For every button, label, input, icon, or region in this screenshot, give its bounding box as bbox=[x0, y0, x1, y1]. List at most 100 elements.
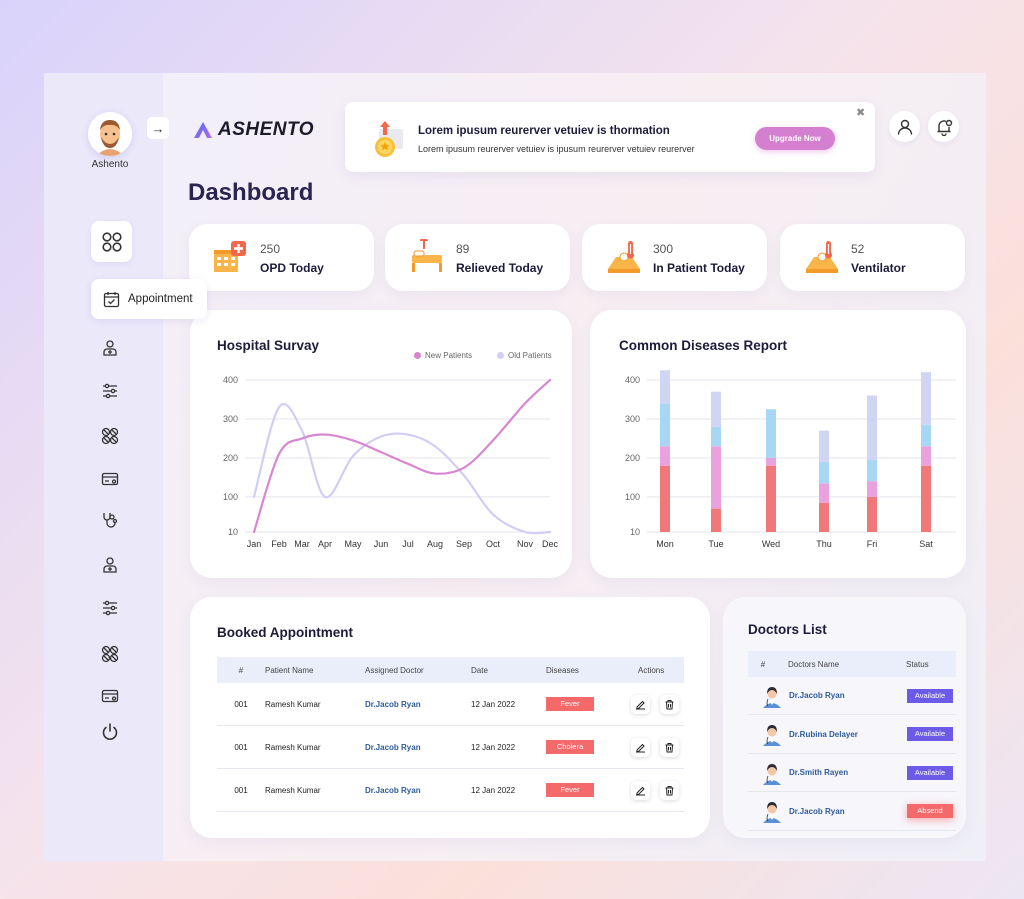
logo-text: ASHENTO bbox=[218, 119, 315, 140]
upgrade-button[interactable]: Upgrade Now bbox=[755, 127, 835, 150]
bar-segment bbox=[921, 465, 931, 532]
edit-button[interactable] bbox=[631, 780, 650, 800]
disease-badge: Cholera bbox=[546, 740, 594, 754]
doctor-avatar bbox=[763, 725, 781, 746]
sidebar-item-billing-2[interactable] bbox=[99, 685, 121, 707]
doctor-avatar bbox=[763, 686, 781, 708]
chart-title: Common Diseases Report bbox=[619, 338, 788, 353]
bar-segment bbox=[660, 403, 670, 447]
edit-button[interactable] bbox=[631, 694, 650, 714]
bar-segment bbox=[660, 465, 670, 532]
sidebar-item-settings[interactable] bbox=[99, 380, 121, 402]
bar-segment bbox=[766, 457, 776, 466]
doctor-row[interactable]: Dr.Smith Rayen Available bbox=[748, 754, 956, 792]
stat-value: 89 bbox=[456, 242, 470, 256]
sidebar-item-billing[interactable] bbox=[99, 468, 121, 490]
close-icon[interactable]: ✖ bbox=[856, 107, 866, 119]
doctor-row[interactable]: Dr.Jacob Ryan Available bbox=[748, 677, 956, 715]
trash-icon bbox=[665, 742, 674, 752]
bar-segment bbox=[867, 496, 877, 532]
status-badge: Available bbox=[907, 765, 953, 780]
thermometer-bed-icon bbox=[608, 241, 640, 273]
x-tick-label: Mar bbox=[294, 539, 310, 549]
sidebar-item-doctor[interactable] bbox=[99, 337, 121, 359]
delete-button[interactable] bbox=[660, 737, 679, 757]
collapse-sidebar-button[interactable]: → bbox=[147, 117, 169, 139]
bar-segment bbox=[711, 446, 721, 509]
bar-segment bbox=[711, 508, 721, 532]
x-tick-label: Aug bbox=[427, 539, 443, 549]
bar-segment bbox=[766, 409, 776, 458]
sidebar-item-medicines-2[interactable] bbox=[99, 643, 121, 665]
apps-grid-button[interactable] bbox=[91, 221, 132, 262]
bar-segment bbox=[660, 370, 670, 404]
doctor-name[interactable]: Dr.Rubina Delayer bbox=[789, 729, 858, 739]
stethoscope-icon bbox=[103, 513, 118, 528]
bar-segment bbox=[766, 465, 776, 532]
stat-value: 52 bbox=[851, 242, 865, 256]
bar-segment bbox=[867, 481, 877, 497]
page-title: Dashboard bbox=[188, 179, 314, 206]
avatar[interactable] bbox=[88, 112, 132, 156]
table-row: 001 Ramesh Kumar Dr.Jacob Ryan 12 Jan 20… bbox=[217, 769, 684, 812]
y-tick-label: 300 bbox=[223, 414, 238, 424]
stat-card-relieved: 89 Relieved Today bbox=[385, 224, 570, 291]
sidebar-item-medicines[interactable] bbox=[99, 425, 121, 447]
bar-segment bbox=[660, 446, 670, 466]
bar-segment bbox=[819, 483, 829, 503]
power-icon bbox=[102, 723, 118, 740]
sidebar-item-settings-2[interactable] bbox=[99, 597, 121, 619]
user-name: Ashento bbox=[91, 159, 129, 170]
doctor-row[interactable]: Dr.Jacob Ryan Absend bbox=[748, 793, 956, 831]
edit-icon bbox=[636, 700, 645, 709]
trash-icon bbox=[665, 785, 674, 795]
bar-segment bbox=[819, 430, 829, 462]
booked-appointment-card: Booked Appointment # Patient Name Assign… bbox=[190, 597, 710, 838]
x-tick-label: Jul bbox=[402, 539, 414, 549]
status-badge: Available bbox=[907, 727, 953, 741]
doctor-name[interactable]: Dr.Jacob Ryan bbox=[789, 691, 845, 700]
x-tick-label: Jan bbox=[247, 539, 262, 549]
bar-segment bbox=[819, 461, 829, 484]
stat-label: Relieved Today bbox=[456, 261, 544, 275]
coin-upgrade-icon bbox=[375, 121, 403, 157]
ventilator-icon bbox=[806, 241, 838, 273]
stat-value: 300 bbox=[653, 242, 674, 256]
legend-new-patients: New Patients bbox=[414, 351, 472, 360]
doctor-link[interactable]: Dr.Jacob Ryan bbox=[365, 785, 421, 795]
sidebar-item-appointment[interactable]: Appointment bbox=[91, 279, 207, 319]
delete-button[interactable] bbox=[660, 694, 679, 714]
notifications-button[interactable] bbox=[928, 111, 959, 142]
edit-button[interactable] bbox=[631, 737, 650, 757]
logout-button[interactable] bbox=[99, 721, 121, 743]
profile-button[interactable] bbox=[889, 111, 920, 142]
doctor-row[interactable]: Dr.Rubina Delayer Available bbox=[748, 716, 956, 754]
y-tick-label: 10 bbox=[228, 527, 238, 537]
doctor-name[interactable]: Dr.Smith Rayen bbox=[789, 768, 849, 777]
y-tick-label: 300 bbox=[625, 414, 640, 424]
calendar-check-icon bbox=[103, 291, 120, 307]
card-icon bbox=[101, 472, 119, 486]
legend-old-patients: Old Patients bbox=[497, 351, 552, 360]
hospital-bed-icon bbox=[412, 239, 442, 272]
x-tick-label: Jun bbox=[374, 539, 389, 549]
x-tick-label: Wed bbox=[762, 539, 780, 549]
sidebar-item-patients[interactable] bbox=[99, 509, 121, 531]
y-tick-label: 100 bbox=[625, 492, 640, 502]
sidebar-item-doctor-2[interactable] bbox=[99, 554, 121, 576]
doctor-avatar bbox=[763, 802, 781, 823]
doctor-link[interactable]: Dr.Jacob Ryan bbox=[365, 699, 421, 709]
doctors-table-header: # Doctors Name Status bbox=[748, 651, 956, 677]
delete-button[interactable] bbox=[660, 780, 679, 800]
bell-icon bbox=[937, 119, 952, 136]
doctor-name[interactable]: Dr.Jacob Ryan bbox=[789, 806, 845, 816]
x-tick-label: Mon bbox=[656, 539, 674, 549]
hospital-building-icon bbox=[214, 241, 246, 272]
stat-label: Ventilator bbox=[851, 261, 906, 275]
bar-segment bbox=[921, 424, 931, 447]
edit-icon bbox=[636, 786, 645, 795]
doctor-link[interactable]: Dr.Jacob Ryan bbox=[365, 742, 421, 752]
x-tick-label: Thu bbox=[816, 539, 832, 549]
app-window: Ashento bbox=[44, 73, 986, 861]
y-tick-label: 400 bbox=[625, 375, 640, 385]
